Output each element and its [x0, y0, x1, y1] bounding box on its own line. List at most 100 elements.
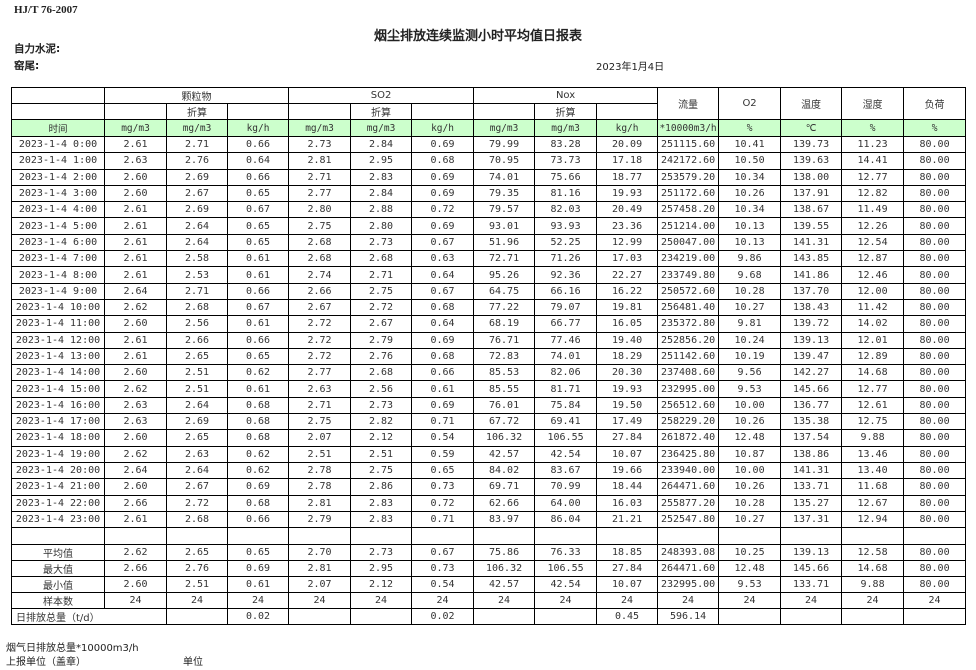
summary-value: 12.58 — [841, 544, 905, 562]
summary-value: 145.66 — [780, 560, 843, 578]
value-cell: 2.86 — [350, 478, 413, 496]
summary-value: 75.86 — [473, 544, 536, 562]
value-cell: 11.49 — [841, 201, 905, 219]
value-cell: 21.21 — [596, 510, 659, 529]
value-cell: 138.86 — [780, 445, 843, 463]
value-cell: 0.64 — [411, 315, 475, 333]
value-cell: 2.72 — [166, 494, 228, 512]
summary-value: 2.70 — [288, 544, 352, 562]
unit-cell: *10000m3/h — [657, 119, 720, 137]
value-cell: 83.28 — [534, 135, 598, 154]
unit-cell: mg/m3 — [288, 119, 352, 137]
summary-label: 平均值 — [11, 544, 105, 562]
value-cell: 10.00 — [718, 461, 782, 480]
value-cell: 2.67 — [288, 298, 352, 317]
value-cell: 12.46 — [841, 266, 905, 284]
value-cell: 67.72 — [473, 413, 536, 431]
time-cell: 2023-1-4 4:00 — [11, 201, 105, 219]
value-cell: 0.73 — [411, 478, 475, 496]
value-cell: 2.62 — [104, 380, 167, 398]
summary-value: 2.76 — [166, 560, 228, 578]
header-humidity: 湿度 — [841, 87, 905, 120]
table-row: 2023-1-4 18:00 2.60 2.65 0.68 2.07 2.12 0.54 10… — [11, 429, 967, 447]
value-cell: 12.01 — [841, 331, 905, 349]
value-cell: 80.00 — [903, 413, 967, 431]
value-cell: 2.62 — [104, 445, 167, 463]
value-cell: 80.00 — [903, 380, 967, 398]
value-cell: 85.55 — [473, 380, 536, 398]
summary-value: 80.00 — [903, 544, 967, 562]
value-cell: 9.56 — [718, 364, 782, 382]
value-cell: 14.02 — [841, 315, 905, 333]
table-row: 2023-1-4 15:00 2.62 2.51 0.61 2.63 2.56 0.61 85… — [11, 380, 967, 398]
value-cell: 0.63 — [411, 250, 475, 268]
value-cell: 255877.20 — [657, 494, 720, 512]
blank-cell — [780, 527, 843, 546]
daily-total-value — [903, 608, 967, 626]
value-cell: 106.55 — [534, 429, 598, 447]
standard-code: HJ/T 76-2007 — [14, 4, 78, 16]
value-cell: 12.00 — [841, 282, 905, 300]
group-header-so2: SO2 — [288, 87, 475, 104]
value-cell: 2.77 — [288, 184, 352, 203]
value-cell: 2.51 — [166, 364, 228, 382]
value-cell: 2.72 — [288, 315, 352, 333]
value-cell: 12.67 — [841, 494, 905, 512]
value-cell: 2.61 — [104, 217, 167, 235]
time-cell: 2023-1-4 17:00 — [11, 413, 105, 431]
value-cell: 2.80 — [350, 217, 413, 235]
daily-total-value — [166, 608, 228, 626]
summary-value: 232995.00 — [657, 576, 720, 594]
summary-value: 0.73 — [411, 560, 475, 578]
value-cell: 2.69 — [166, 413, 228, 431]
value-cell: 2.83 — [350, 510, 413, 529]
value-cell: 261872.40 — [657, 429, 720, 447]
value-cell: 68.19 — [473, 315, 536, 333]
summary-value: 2.66 — [104, 560, 167, 578]
value-cell: 141.86 — [780, 266, 843, 284]
value-cell: 2.72 — [288, 331, 352, 349]
value-cell: 141.31 — [780, 461, 843, 480]
value-cell: 9.88 — [841, 429, 905, 447]
value-cell: 51.96 — [473, 233, 536, 252]
value-cell: 2.61 — [104, 347, 167, 366]
value-cell: 2.63 — [166, 445, 228, 463]
value-cell: 2.56 — [350, 380, 413, 398]
value-cell: 10.13 — [718, 217, 782, 235]
value-cell: 71.26 — [534, 250, 598, 268]
value-cell: 42.57 — [473, 445, 536, 463]
value-cell: 83.97 — [473, 510, 536, 529]
value-cell: 234219.00 — [657, 250, 720, 268]
time-cell: 2023-1-4 21:00 — [11, 478, 105, 496]
daily-total-value: 0.02 — [226, 608, 290, 626]
value-cell: 0.66 — [411, 364, 475, 382]
summary-value: 0.67 — [411, 544, 475, 562]
value-cell: 137.70 — [780, 282, 843, 300]
value-cell: 79.99 — [473, 135, 536, 154]
summary-value: 2.81 — [288, 560, 352, 578]
blank-row — [11, 527, 967, 546]
value-cell: 2.66 — [288, 282, 352, 300]
value-cell: 2.71 — [350, 266, 413, 284]
table-row: 2023-1-4 11:00 2.60 2.56 0.61 2.72 2.67 0.64 68… — [11, 315, 967, 333]
value-cell: 18.77 — [596, 168, 659, 186]
value-cell: 252856.20 — [657, 331, 720, 349]
time-cell: 2023-1-4 11:00 — [11, 315, 105, 333]
value-cell: 0.68 — [411, 347, 475, 366]
time-cell: 2023-1-4 0:00 — [11, 135, 105, 154]
flue-gas-total-label: 烟气日排放总量*10000m3/h — [6, 643, 139, 654]
value-cell: 93.93 — [534, 217, 598, 235]
value-cell: 64.75 — [473, 282, 536, 300]
summary-label: 样本数 — [11, 592, 105, 610]
summary-value: 248393.08 — [657, 544, 720, 562]
table-row: 2023-1-4 6:00 2.61 2.64 0.65 2.68 2.73 0.67 51.… — [11, 233, 967, 252]
blank-cell — [11, 527, 105, 546]
unit-cell: % — [718, 119, 782, 137]
reporting-unit-label: 上报单位（盖章） — [6, 657, 86, 668]
value-cell: 2.73 — [288, 135, 352, 154]
value-cell: 2.83 — [350, 494, 413, 512]
value-cell: 0.66 — [226, 168, 290, 186]
value-cell: 0.65 — [226, 217, 290, 235]
value-cell: 2.76 — [350, 347, 413, 366]
value-cell: 80.00 — [903, 250, 967, 268]
